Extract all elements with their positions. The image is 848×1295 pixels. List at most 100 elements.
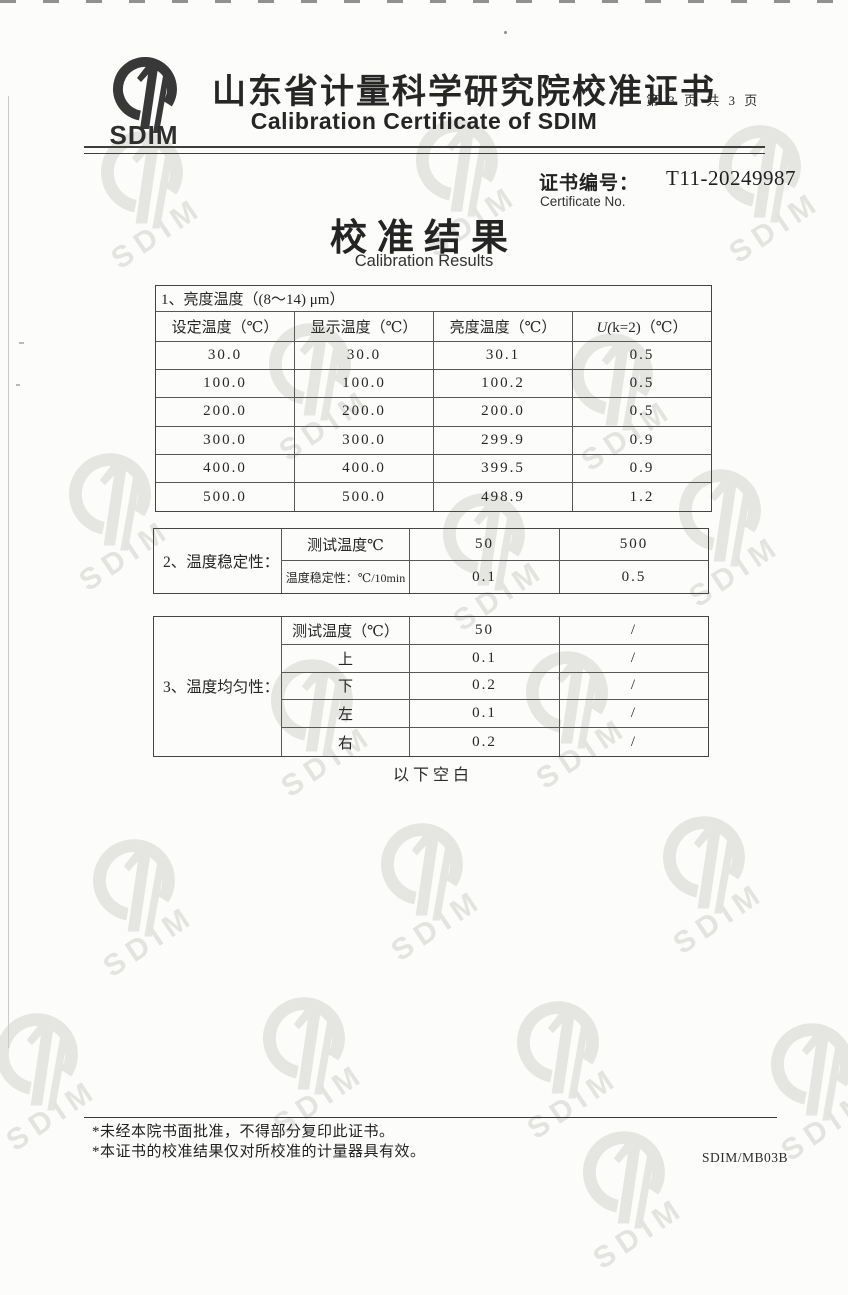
table2-cell: 0.1 xyxy=(410,561,560,593)
sdim-watermark: SDIM xyxy=(70,130,220,290)
table1-cell: 0.9 xyxy=(573,427,711,455)
table3-row-name: 下 xyxy=(282,672,410,701)
table1-cell: 299.9 xyxy=(434,426,573,455)
table3-cell: / xyxy=(560,700,708,729)
brightness-temperature-table: 1、亮度温度（(8～14) μm） 设定温度（℃） 显示温度（℃） 亮度温度（℃… xyxy=(155,285,712,513)
sdim-watermark-emblem: SDIM xyxy=(663,816,771,961)
sdim-watermark-emblem: SDIM xyxy=(101,131,209,276)
table1-cell: 200.0 xyxy=(156,398,295,427)
table1-cell: 30.0 xyxy=(156,342,295,371)
table1-cell: 300.0 xyxy=(156,426,295,455)
table1-cell: 0.5 xyxy=(573,370,711,399)
table3-cell: / xyxy=(560,645,708,673)
table3-row-name: 测试温度（℃） xyxy=(282,617,410,645)
table1-cell: 100.2 xyxy=(434,370,573,399)
table3-cell: 0.2 xyxy=(410,728,560,756)
table1-cell: 0.9 xyxy=(573,455,711,483)
sdim-watermark-emblem: SDIM xyxy=(271,659,379,804)
scan-tick-artifact xyxy=(16,384,20,386)
table3-cell: / xyxy=(560,617,708,645)
table2-row-name: 测试温度℃ xyxy=(282,529,410,561)
sdim-watermark-emblem: SDIM xyxy=(69,453,177,598)
table3-cell: / xyxy=(560,673,708,701)
sdim-watermark-emblem: SDIM xyxy=(263,997,371,1142)
table1-cell: 0.5 xyxy=(573,342,711,371)
sdim-watermark-emblem: SDIM xyxy=(719,125,827,270)
table3-row-name: 上 xyxy=(282,644,410,673)
sdim-watermark: SDIM xyxy=(486,1000,636,1160)
table2-cell: 0.5 xyxy=(621,568,647,585)
table1-header: U(k=2)（℃） xyxy=(573,312,711,342)
table3-row-name: 左 xyxy=(282,700,410,729)
scan-dot-artifact xyxy=(504,31,507,34)
sdim-watermark-emblem: SDIM xyxy=(517,1001,625,1146)
table1-cell: 498.9 xyxy=(434,482,573,512)
table1-cell: 300.0 xyxy=(295,426,434,455)
temperature-stability-table: 2、温度稳定性： 测试温度℃ 50 500 温度稳定性：℃/10min 0.1 … xyxy=(153,528,709,594)
sdim-watermark: SDIM xyxy=(38,452,188,612)
table1-cell: 500.0 xyxy=(295,482,434,512)
table1-cell: 100.0 xyxy=(295,370,434,399)
sdim-logo: SDIM xyxy=(110,57,179,146)
table3-cell: / xyxy=(630,733,638,750)
results-title-en: Calibration Results xyxy=(354,252,494,270)
institute-title-cn: 山东省计量科学研究院校准证书 xyxy=(212,74,716,111)
certificate-no-label-en: Certificate No. xyxy=(540,194,626,209)
sdim-watermark: SDIM xyxy=(350,822,500,982)
sdim-watermark: SDIM xyxy=(0,1012,115,1172)
table1-cell: 30.0 xyxy=(295,342,434,371)
table3-row-name: 右 xyxy=(282,728,410,756)
sdim-watermark: SDIM xyxy=(232,996,382,1156)
sdim-watermark-emblem: SDIM xyxy=(679,469,787,614)
certificate-number: T11-20249987 xyxy=(666,166,797,190)
table1-cell: 400.0 xyxy=(156,454,295,483)
footer-rule xyxy=(84,1117,777,1118)
table1-cell: 30.1 xyxy=(434,342,573,371)
results-title-cn: 校准结果 xyxy=(330,217,518,258)
table1-cell: 0.5 xyxy=(573,398,711,427)
logo-text: SDIM xyxy=(110,120,179,146)
table1-cell: 1.2 xyxy=(629,488,655,505)
sdim-watermark-emblem: SDIM xyxy=(443,493,551,638)
sdim-watermark: SDIM xyxy=(412,492,562,652)
table1-cell: 100.0 xyxy=(156,370,295,399)
footer-note-2: *本证书的校准结果仅对所校准的计量器具有效。 xyxy=(92,1144,426,1160)
sdim-watermark-emblem: SDIM xyxy=(571,333,679,478)
table1-cell: 399.5 xyxy=(434,454,573,483)
table1-cell: 200.0 xyxy=(434,398,573,427)
table1-cell: 200.0 xyxy=(295,398,434,427)
table3-cell: 0.1 xyxy=(410,644,560,673)
table3-cell: 50 xyxy=(410,617,560,645)
scan-left-border-artifact xyxy=(8,96,9,1048)
sdim-watermark-emblem: SDIM xyxy=(416,119,524,264)
table3-cell: 0.2 xyxy=(410,672,560,701)
table1-header: 亮度温度（℃） xyxy=(434,312,573,342)
institute-title-en: Calibration Certificate of SDIM xyxy=(250,108,598,134)
sdim-watermark: SDIM xyxy=(240,658,390,818)
blank-below-note: 以下空白 xyxy=(392,767,473,784)
sdim-watermark: SDIM xyxy=(62,838,212,998)
certificate-no-label-cn: 证书编号： xyxy=(539,173,640,194)
sdim-watermark: SDIM xyxy=(385,118,535,278)
table2-label: 2、温度稳定性： xyxy=(154,529,282,593)
document-content: SDIM 山东省计量科学研究院校准证书 第 3 页 共 3 页 Calibrat… xyxy=(0,0,848,1165)
table1-cell: 400.0 xyxy=(295,454,434,483)
footer-note-1: *未经本院书面批准，不得部分复印此证书。 xyxy=(92,1124,395,1140)
scan-tick-artifact xyxy=(19,342,24,344)
page-number-info: 第 3 页 共 3 页 xyxy=(646,93,761,108)
table1-header: 显示温度（℃） xyxy=(295,312,434,342)
sdim-watermark: SDIM xyxy=(648,468,798,628)
sdim-watermark: SDIM xyxy=(238,322,388,482)
scan-edge-artifact xyxy=(0,0,848,3)
table1-header: 设定温度（℃） xyxy=(156,312,295,342)
sdim-watermark: SDIM xyxy=(540,332,690,492)
table2-cell: 50 xyxy=(410,529,560,561)
sdim-watermark-emblem: SDIM xyxy=(0,1013,104,1158)
form-code: SDIM/MB03B xyxy=(702,1150,789,1165)
temperature-uniformity-table: 3、温度均匀性： 测试温度（℃） 50 / 上 0.1 / 下 0.2 / 左 … xyxy=(153,616,709,757)
table1-caption: 1、亮度温度（(8～14) μm） xyxy=(156,286,711,312)
sdim-watermark: SDIM xyxy=(632,815,782,975)
table3-label: 3、温度均匀性： xyxy=(154,617,282,756)
header-rule xyxy=(84,146,765,154)
